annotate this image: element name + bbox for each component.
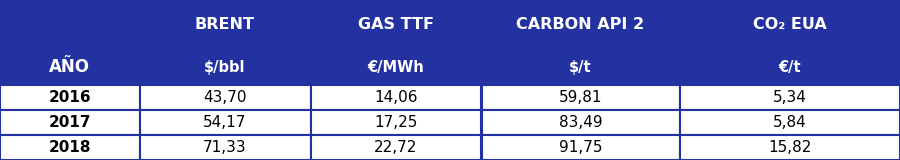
Bar [482,135,680,160]
Text: 83,49: 83,49 [559,115,602,130]
Bar [680,110,900,135]
Text: €/t: €/t [778,60,801,75]
Bar [140,0,310,50]
Text: 5,84: 5,84 [773,115,806,130]
Text: 91,75: 91,75 [559,140,602,155]
Text: BRENT: BRENT [195,17,255,32]
Text: $/t: $/t [569,60,592,75]
Bar [680,135,900,160]
Bar [310,0,482,50]
Bar [0,50,140,85]
Text: GAS TTF: GAS TTF [358,17,434,32]
Bar [482,50,680,85]
Text: CO₂ EUA: CO₂ EUA [753,17,826,32]
Text: 15,82: 15,82 [768,140,812,155]
Text: 54,17: 54,17 [203,115,247,130]
Bar [0,0,140,50]
Bar [140,50,310,85]
Bar [680,85,900,110]
Bar [482,110,680,135]
Text: 22,72: 22,72 [374,140,418,155]
Bar [482,0,680,50]
Bar [310,50,482,85]
Text: 17,25: 17,25 [374,115,418,130]
Text: 5,34: 5,34 [773,90,806,105]
Text: $/bbl: $/bbl [204,60,246,75]
Bar [680,0,900,50]
Bar [140,110,310,135]
Bar [140,85,310,110]
Bar [310,135,482,160]
Text: 2018: 2018 [49,140,91,155]
Text: 59,81: 59,81 [559,90,602,105]
Bar [310,85,482,110]
Bar [310,110,482,135]
Bar [0,85,140,110]
Bar [680,50,900,85]
Bar [0,110,140,135]
Bar [0,135,140,160]
Text: 43,70: 43,70 [203,90,247,105]
Text: CARBON API 2: CARBON API 2 [517,17,644,32]
Bar [482,85,680,110]
Text: 71,33: 71,33 [203,140,247,155]
Bar [140,135,310,160]
Text: €/MWh: €/MWh [367,60,425,75]
Text: 14,06: 14,06 [374,90,418,105]
Text: 2017: 2017 [49,115,91,130]
Text: AÑO: AÑO [50,58,90,76]
Text: 2016: 2016 [49,90,91,105]
